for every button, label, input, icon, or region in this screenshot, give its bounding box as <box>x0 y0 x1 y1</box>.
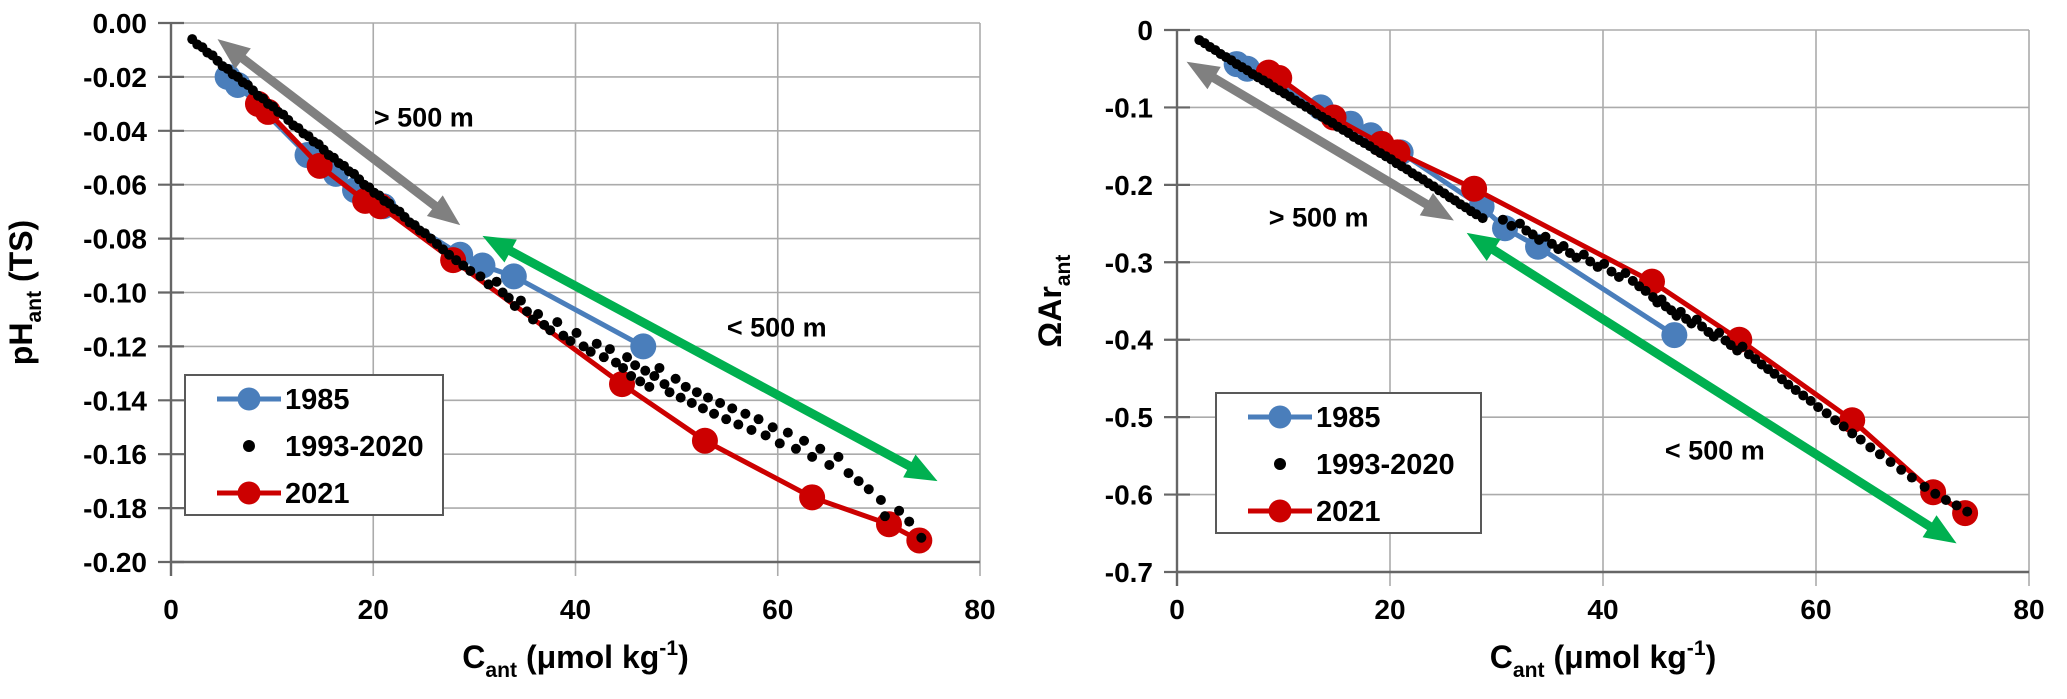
annotation-label: < 500 m <box>727 313 827 343</box>
y-axis-title: pHant (TS) <box>3 220 46 365</box>
y-tick-label: -0.2 <box>1105 170 1153 201</box>
ph-ant-vs-cant-plot: 0.00 -0.02 -0.04 -0.06 -0.08 -0.10 -0.12 -0.14 -… <box>3 8 996 682</box>
legend-marker-1993-2020 <box>243 440 255 452</box>
deep-water-arrow: > 500 m <box>217 39 474 226</box>
x-tick-label: 40 <box>1587 594 1618 625</box>
tick-labels: 0 -0.1 -0.2 -0.3 -0.4 -0.5 -0.6 -0.7 0 20 40 60 80 <box>1105 15 2045 625</box>
x-tick-label: 80 <box>2013 594 2044 625</box>
y-tick-label: -0.14 <box>83 385 147 416</box>
y-axis-title: ΩArant <box>1033 255 1075 348</box>
y-tick-label: -0.4 <box>1105 325 1154 356</box>
gridlines <box>171 22 981 576</box>
series <box>1194 35 1979 527</box>
x-axis-title: Cant (μmol kg-1) <box>1490 637 1716 682</box>
y-tick-label: -0.1 <box>1105 92 1153 123</box>
series-1993-2020 <box>187 34 927 543</box>
legend-label-1993-2020: 1993-2020 <box>1316 449 1455 481</box>
x-tick-label: 0 <box>1169 594 1185 625</box>
y-tick-label: -0.7 <box>1105 557 1153 588</box>
legend-label-1985: 1985 <box>1316 402 1381 434</box>
omega-ar-ant-vs-cant-plot: 0 -0.1 -0.2 -0.3 -0.4 -0.5 -0.6 -0.7 0 20 40 60 80 Ca… <box>1032 15 2045 682</box>
annotation-label: > 500 m <box>1269 202 1369 232</box>
legend-marker-1985 <box>237 387 261 411</box>
y-tick-label: 0.00 <box>93 8 148 39</box>
annotation-label: > 500 m <box>374 102 474 132</box>
x-tick-label: 40 <box>560 594 591 625</box>
y-tick-label: -0.16 <box>83 439 147 470</box>
x-tick-label: 60 <box>762 594 793 625</box>
shallow-water-arrow: < 500 m <box>1466 232 1957 544</box>
legend-marker-1993-2020 <box>1274 458 1286 470</box>
y-tick-label: -0.02 <box>83 62 147 93</box>
legend-label-2021: 2021 <box>1316 496 1381 528</box>
legend-marker-2021 <box>1268 499 1292 523</box>
omega-ar-ant-vs-cant-chart: 0 -0.1 -0.2 -0.3 -0.4 -0.5 -0.6 -0.7 0 20 40 60 80 Ca… <box>1032 0 2067 694</box>
y-tick-label: -0.12 <box>83 331 147 362</box>
series <box>187 34 933 554</box>
y-tick-label: 0 <box>1137 15 1153 46</box>
legend-label-1993-2020: 1993-2020 <box>285 431 424 463</box>
y-tick-label: -0.5 <box>1105 402 1153 433</box>
legend-label-1985: 1985 <box>285 384 350 416</box>
ph-ant-vs-cant-chart: 0.00 -0.02 -0.04 -0.06 -0.08 -0.10 -0.12 -0.14 -… <box>0 0 1033 694</box>
legend-marker-2021 <box>237 481 261 505</box>
tick-labels: 0.00 -0.02 -0.04 -0.06 -0.08 -0.10 -0.12 -0.14 -… <box>83 8 995 625</box>
deep-water-arrow: > 500 m <box>1186 61 1454 232</box>
series-1993-2020 <box>1194 35 1973 517</box>
y-tick-label: -0.08 <box>83 224 147 255</box>
y-tick-label: -0.18 <box>83 493 147 524</box>
y-tick-label: -0.10 <box>83 278 147 309</box>
legend: 1985 1993-2020 2021 <box>184 374 444 516</box>
x-tick-label: 20 <box>1374 594 1405 625</box>
y-tick-label: -0.04 <box>83 116 147 147</box>
y-tick-label: -0.3 <box>1105 247 1153 278</box>
x-axis-title: Cant (μmol kg-1) <box>462 637 688 682</box>
annotation-label: < 500 m <box>1665 435 1765 465</box>
y-tick-label: -0.6 <box>1105 480 1153 511</box>
x-tick-label: 20 <box>358 594 389 625</box>
x-tick-label: 80 <box>964 594 995 625</box>
legend-marker-1985 <box>1268 405 1292 429</box>
legend-label-2021: 2021 <box>285 478 350 510</box>
legend: 1985 1993-2020 2021 <box>1215 392 1482 534</box>
axes <box>1164 28 2029 586</box>
axes <box>158 21 980 576</box>
y-tick-label: -0.20 <box>83 547 147 578</box>
x-tick-label: 60 <box>1800 594 1831 625</box>
x-tick-label: 0 <box>163 594 179 625</box>
shallow-water-arrow: < 500 m <box>482 235 938 482</box>
y-tick-label: -0.06 <box>83 170 147 201</box>
